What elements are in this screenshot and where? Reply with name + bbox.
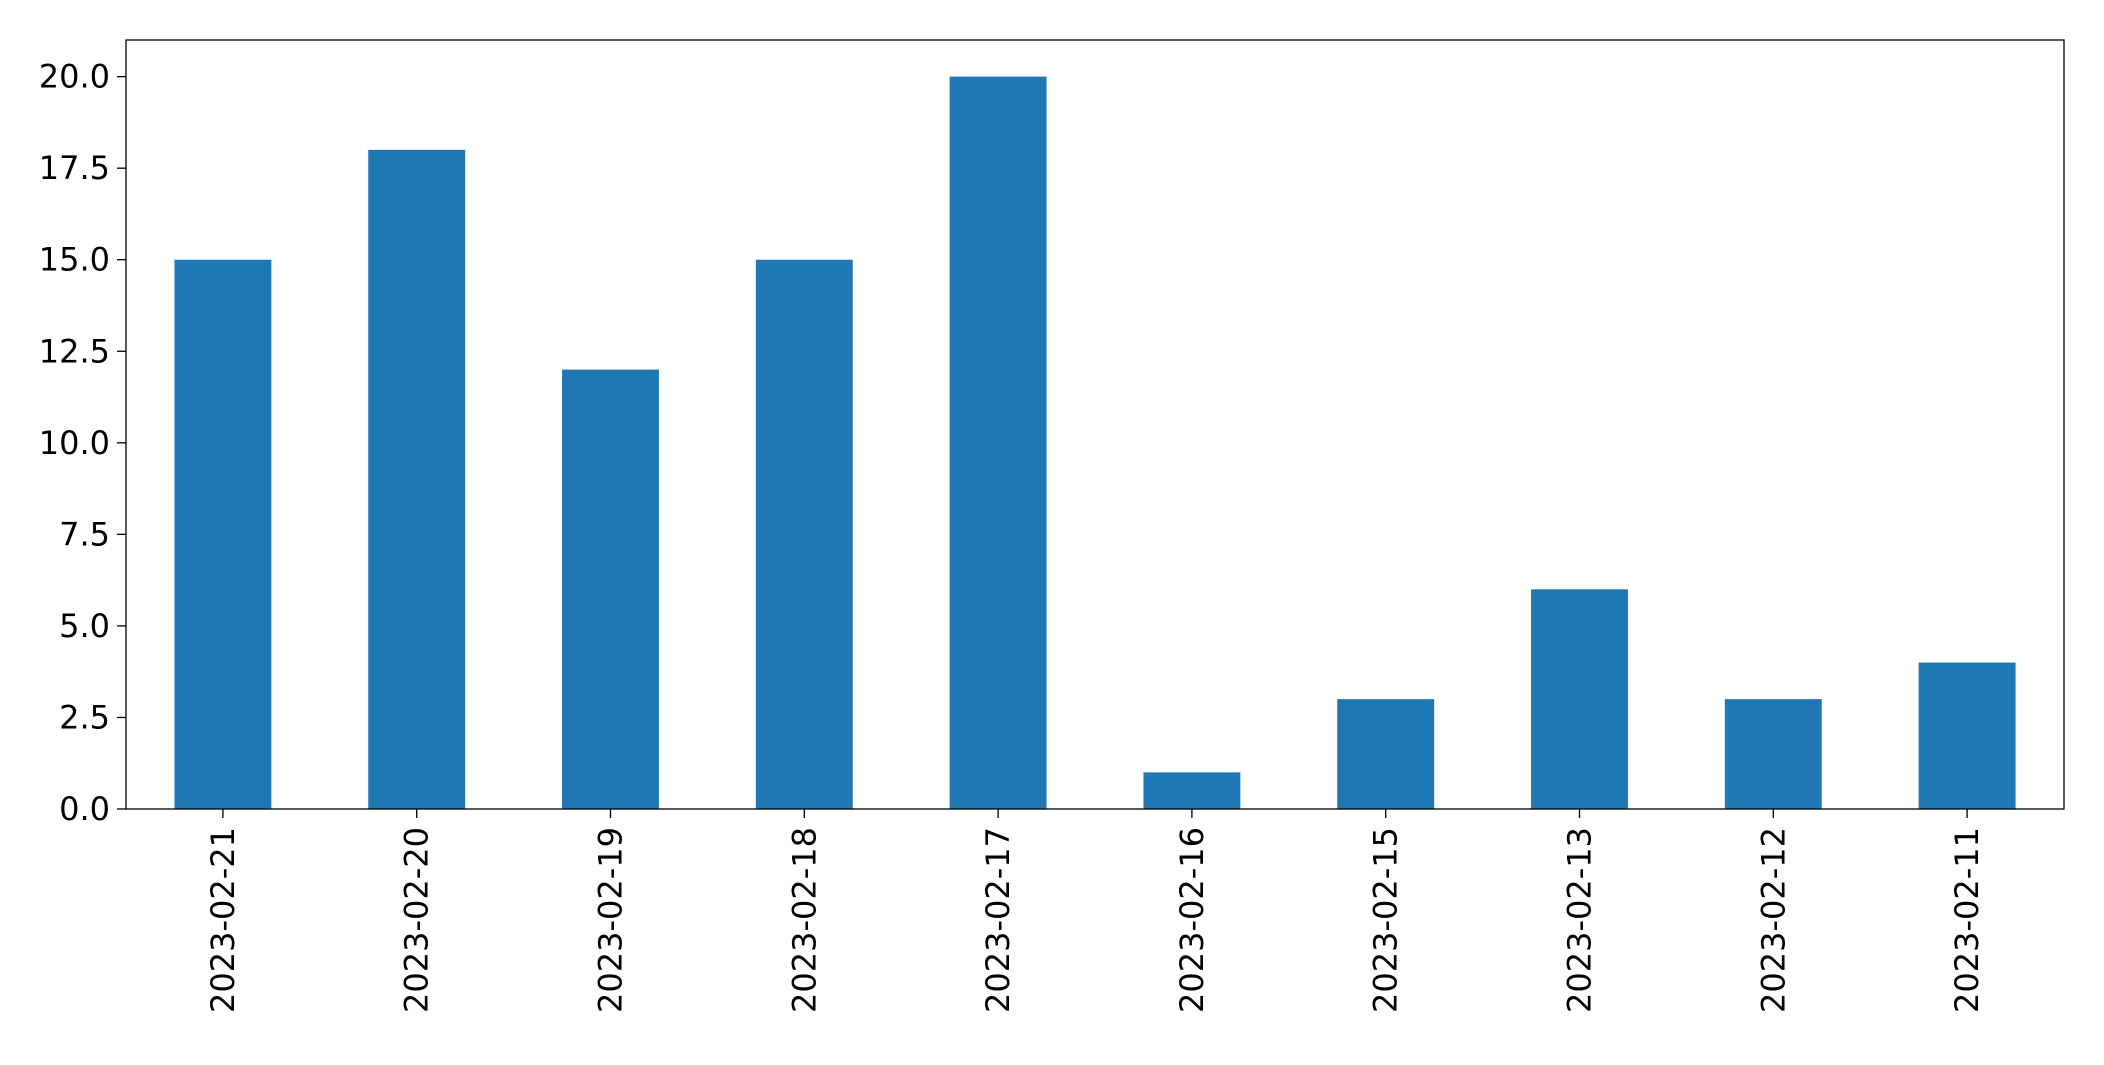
x-tick-label: 2023-02-20: [398, 827, 436, 1013]
y-tick-label: 0.0: [59, 790, 110, 828]
bar: [1143, 772, 1241, 809]
y-tick-label: 20.0: [39, 58, 110, 96]
x-tick-label: 2023-02-19: [592, 827, 630, 1013]
bar: [949, 76, 1047, 810]
y-tick-label: 7.5: [59, 515, 110, 553]
x-tick-label: 2023-02-11: [1948, 827, 1986, 1013]
x-tick-label: 2023-02-15: [1367, 827, 1405, 1013]
y-tick-label: 5.0: [59, 607, 110, 645]
x-tick-label: 2023-02-17: [979, 827, 1017, 1013]
x-tick-label: 2023-02-18: [785, 827, 823, 1013]
y-tick-label: 17.5: [39, 149, 110, 187]
y-tick-label: 12.5: [39, 332, 110, 370]
bar: [1531, 589, 1628, 809]
y-tick-label: 15.0: [39, 241, 110, 279]
plot-frame: [125, 39, 2065, 810]
bar: [368, 149, 466, 809]
bar: [174, 259, 272, 809]
bar: [1337, 699, 1435, 809]
bar: [1724, 699, 1822, 809]
y-tick-label: 2.5: [59, 698, 110, 736]
x-tick-label: 2023-02-16: [1173, 827, 1211, 1013]
x-tick-label: 2023-02-12: [1754, 827, 1792, 1013]
y-tick-label: 10.0: [39, 424, 110, 462]
bar: [1918, 662, 2016, 809]
x-tick-label: 2023-02-21: [204, 827, 242, 1013]
bar: [562, 369, 659, 809]
x-tick-label: 2023-02-13: [1561, 827, 1599, 1013]
bar: [755, 259, 853, 809]
